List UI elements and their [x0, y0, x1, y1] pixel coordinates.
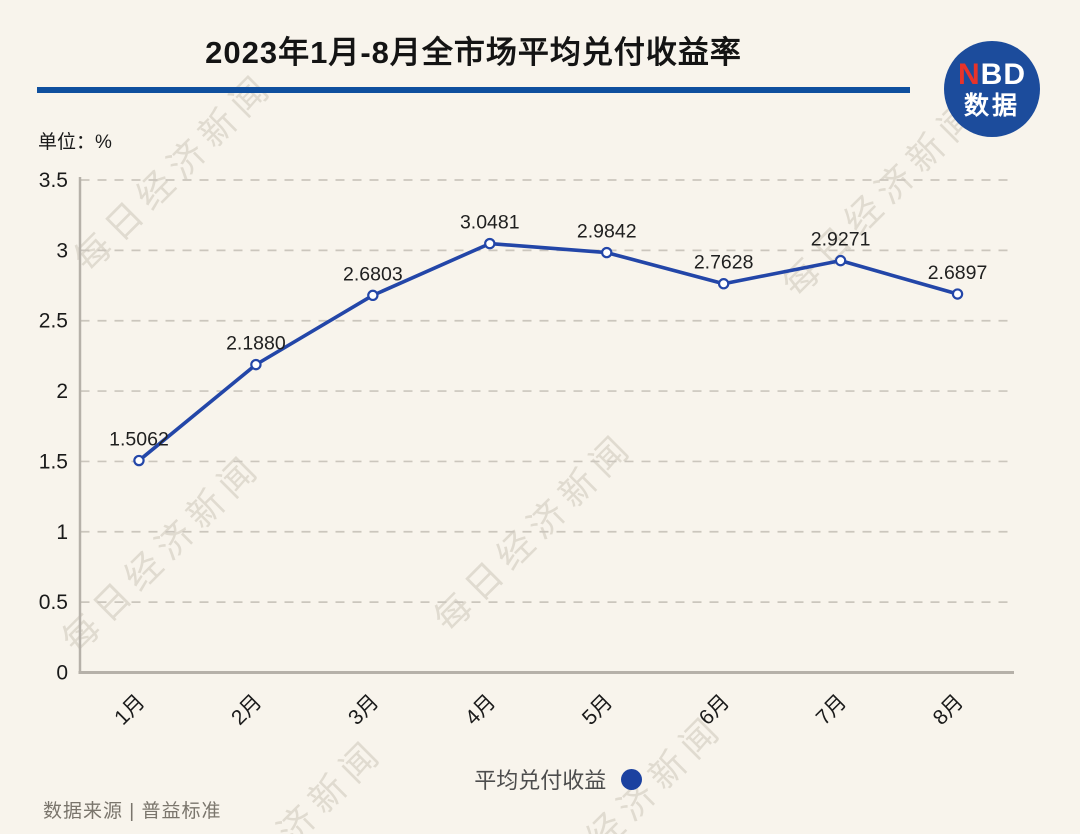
x-tick-label: 6月	[695, 690, 734, 729]
y-tick-label: 3	[56, 239, 68, 262]
unit-label: 单位：%	[38, 132, 112, 153]
data-point-value-label: 2.1880	[226, 333, 286, 355]
x-tick-label: 8月	[929, 690, 968, 729]
nbd-logo-subtext: 数据	[963, 91, 1020, 120]
nbd-logo-text: NBD	[957, 58, 1026, 92]
data-source: 数据来源 | 普益标准	[43, 801, 222, 822]
legend-dot	[620, 768, 642, 790]
data-point-marker	[834, 254, 847, 267]
data-point-value-label: 1.5062	[109, 429, 169, 451]
y-tick-label: 2.5	[39, 310, 68, 333]
data-point-value-label: 2.9271	[811, 229, 871, 251]
y-tick-label: 1.5	[39, 450, 68, 473]
data-point-value-label: 3.0481	[460, 212, 520, 234]
x-tick-label: 1月	[110, 690, 149, 729]
series-line	[137, 241, 960, 463]
y-tick-label: 0	[56, 662, 68, 685]
chart-legend: 平均兑付收益	[0, 763, 1080, 795]
data-point-marker	[484, 237, 496, 250]
y-tick-label: 1	[56, 521, 68, 544]
y-tick-label: 0.5	[39, 591, 68, 614]
data-point-marker	[250, 358, 262, 371]
x-tick-label: 4月	[461, 690, 500, 729]
x-tick-label: 5月	[578, 690, 617, 729]
x-tick-label: 3月	[344, 690, 383, 729]
y-tick-label: 2	[56, 380, 68, 403]
data-point-marker	[601, 246, 613, 259]
data-point-marker	[717, 278, 730, 290]
data-point-value-label: 2.9842	[577, 221, 637, 243]
nbd-logo: NBD 数据	[944, 41, 1040, 137]
data-point-value-label: 2.6803	[343, 263, 403, 285]
data-point-marker	[951, 288, 964, 300]
title-underline	[37, 87, 910, 93]
data-point-value-label: 2.7628	[694, 252, 754, 274]
page-title: 2023年1月-8月全市场平均兑付收益率	[205, 35, 742, 70]
y-tick-label: 3.5	[39, 169, 68, 192]
data-point-value-label: 2.6897	[928, 262, 988, 284]
data-point-marker	[367, 289, 379, 302]
x-tick-label: 2月	[227, 690, 266, 729]
legend-label: 平均兑付收益	[474, 768, 607, 793]
data-point-marker	[133, 454, 145, 467]
x-tick-label: 7月	[812, 690, 851, 729]
